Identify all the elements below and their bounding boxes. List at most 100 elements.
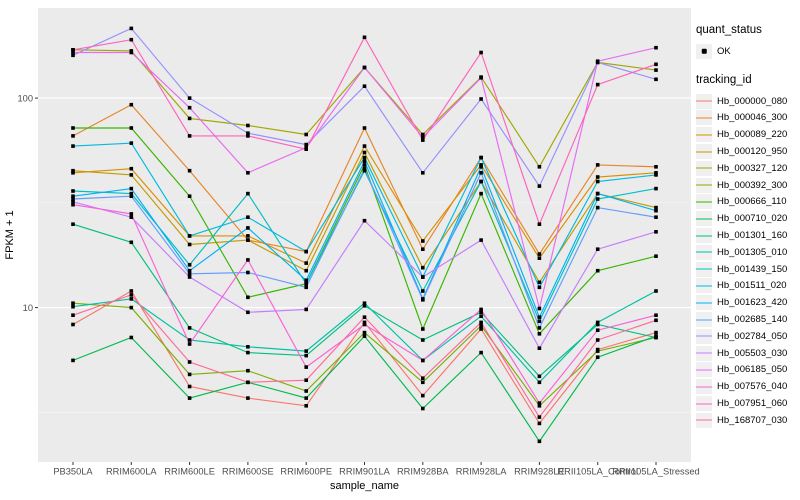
data-point (595, 191, 600, 196)
data-point (187, 372, 192, 377)
series-color-key (696, 362, 712, 378)
series-color-key (696, 295, 712, 311)
data-point (129, 335, 134, 340)
data-point (479, 350, 483, 355)
legend-item-Hb_000120_950: Hb_000120_950 (696, 143, 800, 160)
data-point (654, 208, 658, 213)
data-point (362, 304, 367, 308)
legend-item-label: Hb_000120_950 (717, 146, 788, 158)
data-point (362, 144, 367, 148)
data-point (71, 50, 75, 55)
legend-item-label: Hb_007576_040 (717, 381, 788, 393)
data-point (187, 384, 192, 389)
series-color-key (696, 160, 712, 176)
data-point (479, 238, 483, 242)
data-point (71, 171, 75, 175)
data-point (246, 270, 250, 275)
point-icon (701, 49, 707, 54)
data-point (479, 320, 483, 325)
series-line-icon (696, 184, 712, 186)
legend-section-tracking-id: tracking_id Hb_000000_080 Hb_000046_300 Hb… (696, 74, 800, 429)
data-point (362, 322, 367, 327)
data-point (246, 310, 250, 315)
series-line-icon (696, 235, 712, 237)
data-point (537, 184, 542, 188)
series-line-icon (696, 218, 712, 220)
data-point (421, 275, 425, 279)
data-point (71, 301, 75, 305)
data-point (71, 134, 75, 138)
tracking-id-legend-items: Hb_000000_080 Hb_000046_300 Hb_000089_220 H… (696, 93, 800, 429)
data-point (362, 163, 367, 167)
data-point (71, 202, 75, 207)
data-point (129, 173, 134, 177)
series-color-key (696, 211, 712, 227)
legend-item-Hb_000000_080: Hb_000000_080 (696, 93, 800, 110)
data-point (246, 234, 250, 238)
data-point (654, 335, 658, 340)
data-point (654, 62, 658, 67)
data-point (362, 320, 367, 325)
data-point (362, 155, 367, 160)
legend-item-label: Hb_001305_010 (717, 246, 788, 258)
series-line-icon (696, 369, 712, 371)
data-point (654, 171, 658, 175)
data-point (421, 358, 425, 363)
data-point (187, 338, 192, 342)
data-point (421, 132, 425, 137)
series-line-icon (696, 167, 712, 169)
series-color-key (696, 379, 712, 395)
series-line-icon (696, 319, 712, 321)
data-point (654, 330, 658, 335)
x-tick-label: RRIM928LA (456, 467, 507, 477)
data-point (654, 186, 658, 191)
data-point (537, 306, 542, 311)
data-point (654, 165, 658, 169)
x-tick-label: RRIM600PE (280, 467, 332, 477)
data-point (595, 175, 600, 179)
data-point (187, 326, 192, 330)
data-point (537, 332, 542, 336)
series-color-key (696, 345, 712, 361)
legend-item-label: Hb_168707_030 (717, 414, 788, 426)
data-point (479, 165, 483, 169)
legend-section-quant-status: quant_status OK (696, 24, 800, 60)
data-point (246, 191, 250, 196)
legend-item-label: Hb_005503_030 (717, 347, 788, 359)
data-point (71, 197, 75, 201)
data-point (246, 171, 250, 175)
data-point (537, 374, 542, 379)
series-line-icon (696, 201, 712, 203)
data-point (595, 179, 600, 184)
data-point (304, 396, 308, 400)
data-point (595, 328, 600, 332)
data-point (421, 289, 425, 293)
data-point (304, 261, 308, 265)
data-point (421, 380, 425, 385)
data-point (421, 327, 425, 331)
data-point (362, 301, 367, 305)
data-point (421, 393, 425, 398)
legend-item-Hb_001301_160: Hb_001301_160 (696, 227, 800, 244)
data-point (537, 165, 542, 169)
data-point (304, 365, 308, 369)
data-point (421, 376, 425, 380)
series-line-icon (696, 302, 712, 304)
data-point (479, 97, 483, 101)
x-tick-label: PB350LA (53, 467, 93, 477)
legend-item-ok: OK (696, 43, 800, 60)
data-point (71, 126, 75, 130)
series-line-icon (696, 134, 712, 136)
data-point (187, 360, 192, 364)
data-point (595, 82, 600, 87)
data-point (187, 263, 192, 267)
series-color-key (696, 396, 712, 412)
series-line-icon (696, 151, 712, 153)
legend-item-Hb_000046_300: Hb_000046_300 (696, 110, 800, 127)
data-point (129, 289, 134, 293)
series-color-key (696, 312, 712, 328)
data-point (246, 350, 250, 355)
data-point (654, 289, 658, 293)
data-point (421, 338, 425, 342)
